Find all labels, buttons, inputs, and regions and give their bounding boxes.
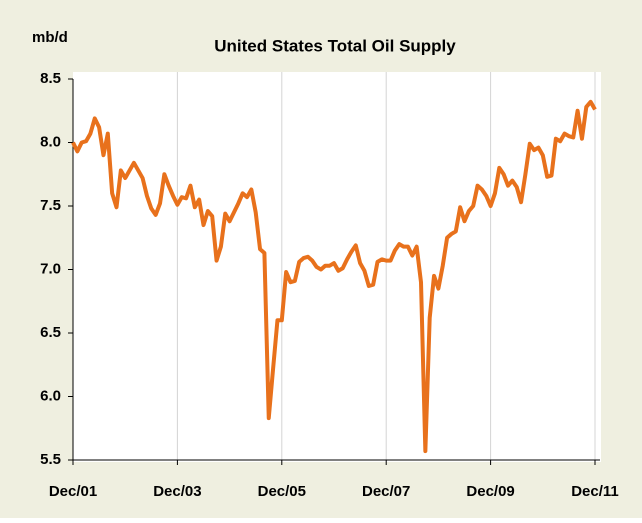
- x-tick-label: Dec/01: [49, 483, 97, 500]
- chart-title: United States Total Oil Supply: [214, 36, 456, 55]
- y-tick-label: 7.5: [40, 197, 61, 214]
- y-tick-label: 7.0: [40, 260, 61, 277]
- x-tick-label: Dec/07: [362, 483, 410, 500]
- x-tick-label: Dec/11: [571, 483, 619, 500]
- x-tick-label: Dec/03: [153, 483, 201, 500]
- y-tick-label: 8.5: [40, 70, 61, 87]
- y-tick-label: 6.0: [40, 387, 61, 404]
- y-tick-label: 8.0: [40, 133, 61, 150]
- y-tick-label: 5.5: [40, 451, 61, 468]
- y-axis-label: mb/d: [32, 29, 68, 46]
- data-line: [71, 99, 597, 454]
- x-tick-label: Dec/09: [466, 483, 514, 500]
- x-tick-label: Dec/05: [258, 483, 306, 500]
- y-tick-label: 6.5: [40, 324, 61, 341]
